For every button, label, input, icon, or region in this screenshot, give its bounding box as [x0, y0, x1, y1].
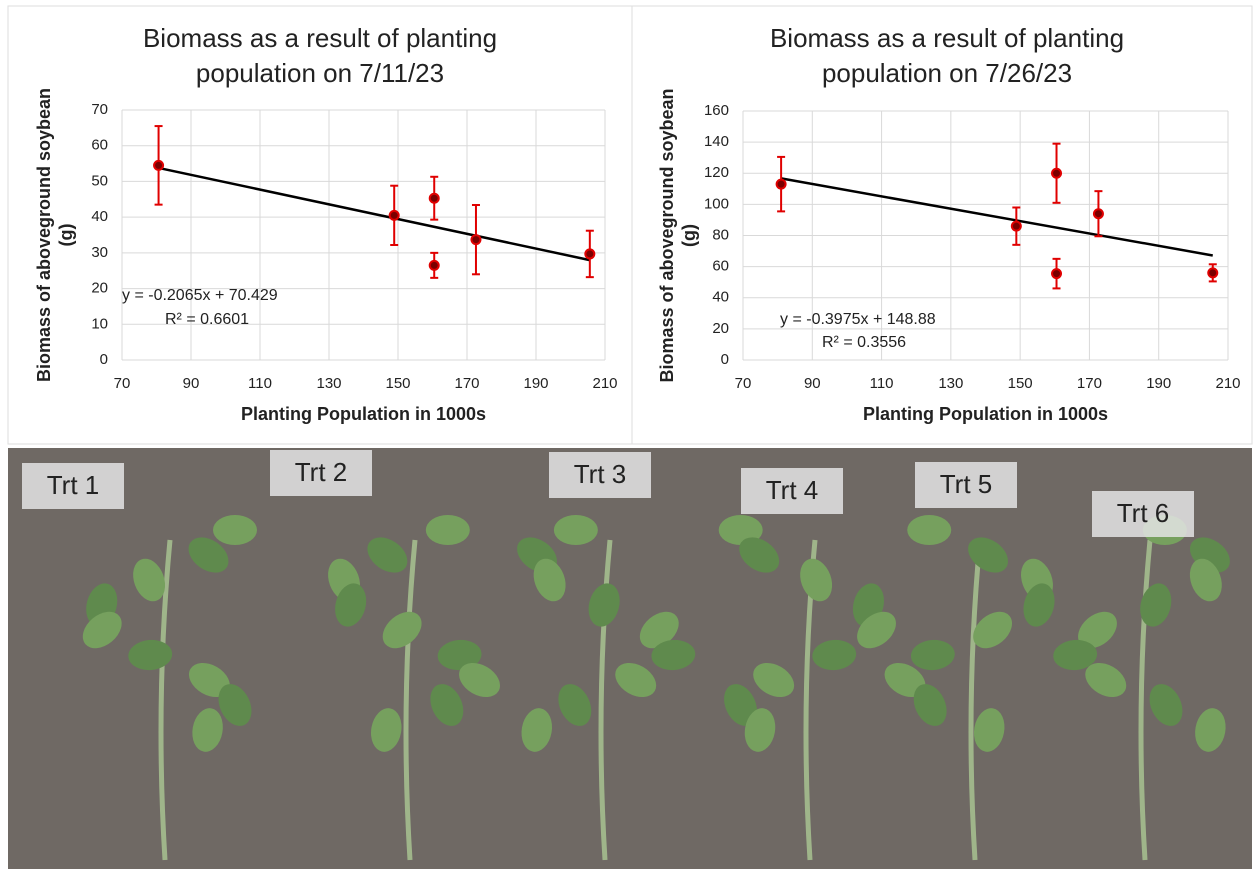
x-axis-label: Planting Population in 1000s	[241, 404, 486, 424]
y-axis-label: (g)	[679, 224, 699, 247]
trendline-r2: R² = 0.6601	[165, 311, 249, 328]
x-tick-label: 90	[804, 375, 821, 392]
data-point	[430, 194, 439, 203]
y-tick-label: 70	[91, 101, 108, 118]
plant-leaf	[426, 515, 470, 545]
y-tick-label: 40	[712, 289, 729, 306]
x-tick-label: 110	[870, 375, 894, 392]
y-tick-label: 100	[704, 195, 729, 212]
data-point	[1052, 269, 1061, 278]
plant-leaf	[554, 515, 598, 545]
x-tick-label: 130	[316, 375, 341, 392]
y-tick-label: 30	[91, 244, 108, 261]
trendline-r2: R² = 0.3556	[822, 334, 906, 351]
data-point	[1012, 222, 1021, 231]
x-tick-label: 190	[1146, 375, 1171, 392]
y-tick-label: 80	[712, 226, 729, 243]
y-tick-label: 10	[91, 315, 108, 332]
plant-leaf	[213, 515, 257, 545]
y-axis-label: Biomass of aboveground soybean	[34, 88, 54, 382]
treatment-label: Trt 4	[766, 475, 818, 505]
data-point	[471, 235, 480, 244]
x-tick-label: 150	[385, 375, 410, 392]
data-point	[1094, 209, 1103, 218]
plant-leaf	[907, 515, 951, 545]
treatment-label: Trt 6	[1117, 498, 1169, 528]
x-tick-label: 110	[248, 375, 272, 392]
chart-title: population on 7/11/23	[196, 58, 444, 88]
y-tick-label: 60	[712, 258, 729, 275]
treatment-label: Trt 1	[47, 470, 99, 500]
treatment-label: Trt 5	[940, 469, 992, 499]
x-tick-label: 90	[183, 375, 200, 392]
x-tick-label: 210	[592, 375, 617, 392]
y-tick-label: 140	[704, 133, 729, 150]
chart-title: Biomass as a result of planting	[770, 23, 1124, 53]
x-tick-label: 70	[735, 375, 752, 392]
x-axis-label: Planting Population in 1000s	[863, 404, 1108, 424]
x-tick-label: 130	[938, 375, 963, 392]
y-tick-label: 20	[91, 280, 108, 297]
y-tick-label: 60	[91, 137, 108, 154]
x-tick-label: 170	[454, 375, 479, 392]
y-tick-label: 120	[704, 164, 729, 181]
data-point	[1208, 268, 1217, 277]
x-tick-label: 210	[1215, 375, 1240, 392]
y-axis-label: (g)	[56, 224, 76, 247]
trendline-equation: y = -0.2065x + 70.429	[122, 287, 278, 304]
y-tick-label: 50	[91, 172, 108, 189]
x-tick-label: 150	[1008, 375, 1033, 392]
x-tick-label: 190	[523, 375, 548, 392]
data-point	[1052, 169, 1061, 178]
treatment-label: Trt 2	[295, 457, 347, 487]
y-tick-label: 20	[712, 320, 729, 337]
data-point	[777, 180, 786, 189]
data-point	[430, 261, 439, 270]
chart-title: population on 7/26/23	[822, 58, 1072, 88]
y-tick-label: 160	[704, 102, 729, 119]
trendline-equation: y = -0.3975x + 148.88	[780, 311, 936, 328]
y-tick-label: 0	[100, 351, 108, 368]
data-point	[390, 211, 399, 220]
page: Biomass as a result of planting populatio…	[0, 0, 1260, 869]
y-axis-label: Biomass of aboveground soybean	[657, 88, 677, 382]
treatment-label: Trt 3	[574, 459, 626, 489]
x-tick-label: 170	[1077, 375, 1102, 392]
y-tick-label: 40	[91, 208, 108, 225]
chart-title: Biomass as a result of planting	[143, 23, 497, 53]
data-point	[585, 249, 594, 258]
y-tick-label: 0	[721, 351, 729, 368]
data-point	[154, 161, 163, 170]
x-tick-label: 70	[114, 375, 131, 392]
